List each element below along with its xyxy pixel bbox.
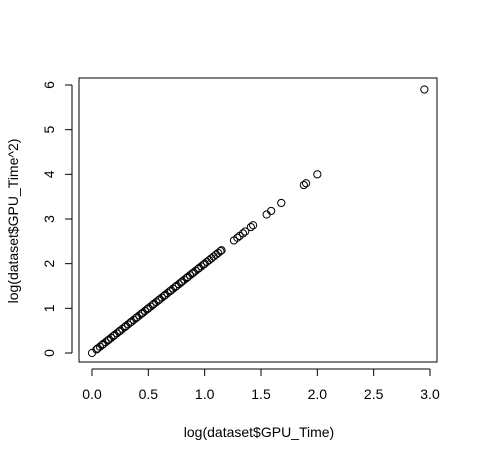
y-tick-label: 4 — [41, 170, 57, 178]
data-point — [420, 85, 429, 94]
x-axis-label: log(dataset$GPU_Time) — [184, 424, 334, 440]
points-layer — [87, 85, 429, 358]
x-tick-label: 1.0 — [195, 386, 215, 402]
data-point — [241, 227, 250, 236]
y-tick-label: 0 — [41, 349, 57, 357]
y-axis: 0 1 2 3 4 5 6 — [41, 81, 73, 357]
x-tick-label: 0.0 — [82, 386, 102, 402]
data-point — [238, 229, 248, 238]
data-point — [216, 247, 225, 256]
x-tick-label: 2.5 — [364, 386, 384, 402]
data-point — [246, 222, 255, 232]
plot-frame — [78, 77, 438, 363]
y-tick-label: 3 — [41, 215, 57, 223]
data-point — [299, 180, 308, 190]
x-axis: 0.0 0.5 1.0 1.5 2.0 2.5 3.0 — [82, 368, 440, 402]
y-axis-label: log(dataset$GPU_Time^2) — [5, 139, 21, 304]
x-tick-label: 0.5 — [139, 386, 159, 402]
data-point — [249, 221, 258, 230]
data-point — [267, 206, 276, 216]
y-tick-label: 1 — [41, 304, 57, 312]
x-tick-label: 1.5 — [251, 386, 271, 402]
data-point — [301, 179, 311, 188]
x-tick-label: 3.0 — [420, 386, 440, 402]
y-tick-label: 2 — [41, 260, 57, 268]
x-tick-label: 2.0 — [308, 386, 328, 402]
y-tick-label: 6 — [41, 81, 57, 89]
data-point — [277, 198, 286, 208]
data-point — [217, 246, 226, 255]
data-point — [233, 233, 242, 242]
y-tick-label: 5 — [41, 126, 57, 134]
data-point — [313, 170, 322, 179]
